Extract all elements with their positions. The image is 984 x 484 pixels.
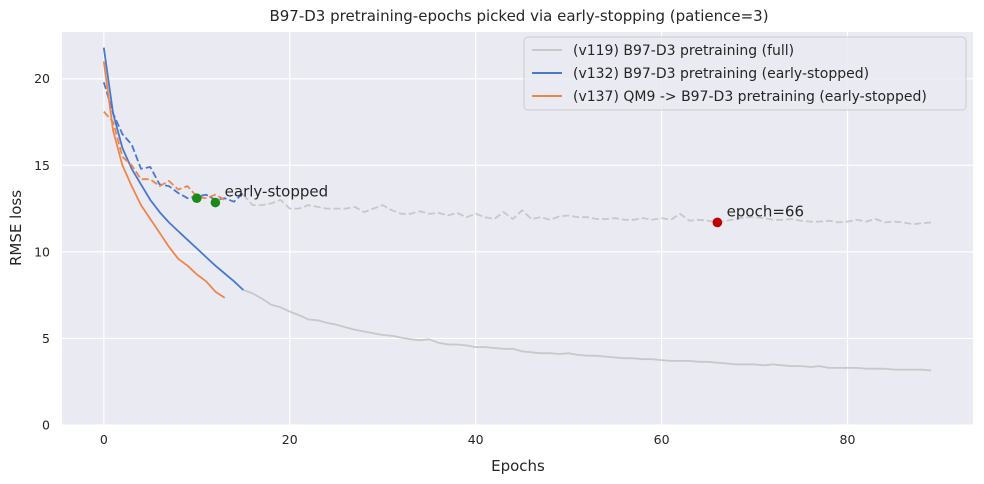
series-1-validation-line <box>102 81 244 203</box>
point-markers <box>191 193 723 228</box>
series-1-train-line <box>102 47 244 291</box>
y-tick-5: 5 <box>42 331 50 346</box>
legend-label-v119: (v119) B97-D3 pretraining (full) <box>573 43 794 59</box>
x-tick-0: 0 <box>100 432 108 447</box>
chart-title: B97-D3 pretraining-epochs picked via ear… <box>269 7 768 25</box>
series-0-validation-line <box>242 194 932 226</box>
x-axis-label: Epochs <box>491 457 545 475</box>
annotation-0: early-stopped <box>225 182 328 200</box>
x-tick-60: 60 <box>654 432 670 447</box>
marker-0 <box>191 193 202 204</box>
x-tick-40: 40 <box>468 432 484 447</box>
series-2-validation-line <box>103 111 226 201</box>
x-tick-80: 80 <box>840 432 856 447</box>
marker-2 <box>712 217 723 228</box>
marker-1 <box>210 197 221 208</box>
legend: (v119) B97-D3 pretraining (full) (v132) … <box>523 36 967 111</box>
y-tick-20: 20 <box>34 71 50 86</box>
annotations: early-stopped epoch=66 <box>225 182 804 220</box>
series-2-train-line <box>102 61 226 299</box>
x-tick-20: 20 <box>282 432 298 447</box>
y-tick-15: 15 <box>34 158 50 173</box>
axis-ticks: 0 20 40 60 80 0 5 10 15 20 <box>34 71 855 447</box>
series-0-train-line <box>242 289 932 372</box>
legend-label-v137: (v137) QM9 -> B97-D3 pretraining (early-… <box>573 89 927 105</box>
y-axis-label: RMSE loss <box>7 190 25 266</box>
y-tick-10: 10 <box>34 244 50 259</box>
legend-label-v132: (v132) B97-D3 pretraining (early-stopped… <box>573 66 869 82</box>
y-tick-0: 0 <box>42 418 50 433</box>
annotation-1: epoch=66 <box>727 202 804 220</box>
legend-box <box>523 36 967 111</box>
series-lines <box>102 47 932 372</box>
